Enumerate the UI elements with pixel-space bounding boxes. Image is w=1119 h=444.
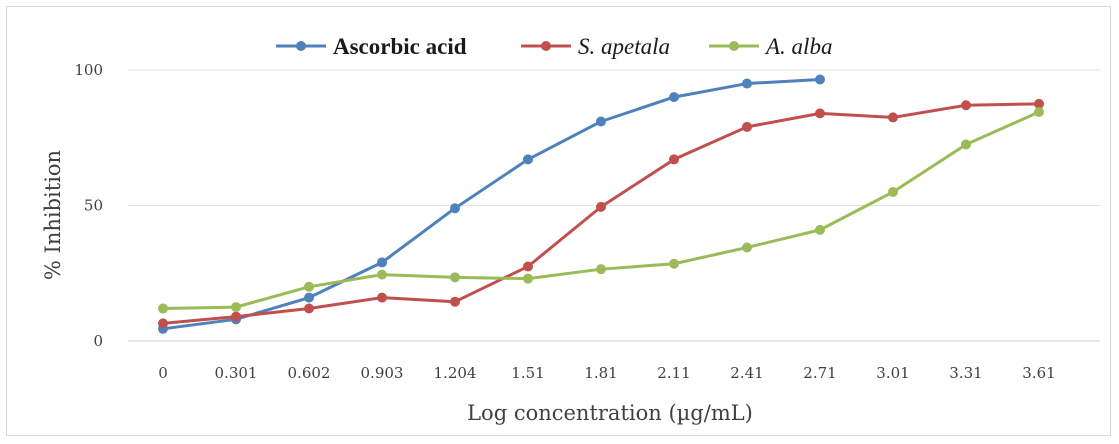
legend-item-0: Ascorbic acid	[276, 34, 467, 59]
data-point	[523, 261, 533, 272]
legend-swatch-marker	[729, 41, 739, 51]
data-point	[158, 318, 168, 329]
data-point	[450, 272, 460, 283]
y-tick-label: 0	[93, 332, 103, 350]
chart-frame	[6, 6, 1111, 436]
data-point	[961, 139, 971, 150]
x-axis-title: Log concentration (µg/mL)	[467, 401, 753, 425]
data-point	[596, 201, 606, 212]
x-tick-label: 3.31	[949, 364, 982, 382]
x-tick-label: 2.71	[803, 364, 836, 382]
data-point	[1034, 107, 1044, 118]
legend-swatch-marker	[541, 41, 551, 51]
data-point	[304, 303, 314, 314]
y-axis-title: % Inhibition	[41, 150, 65, 280]
data-point	[523, 154, 533, 165]
data-point	[669, 258, 679, 269]
data-point	[450, 203, 460, 214]
legend-swatch-marker	[296, 41, 306, 51]
legend-item-1: S. apetala	[521, 34, 670, 59]
legend-item-2: A. alba	[709, 34, 832, 59]
data-point	[888, 186, 898, 197]
data-point	[815, 224, 825, 235]
data-point	[231, 302, 241, 313]
x-tick-label: 2.41	[730, 364, 763, 382]
data-point	[742, 242, 752, 253]
x-tick-label: 1.51	[511, 364, 544, 382]
data-point	[669, 92, 679, 103]
data-point	[304, 292, 314, 303]
series-points	[158, 74, 1044, 334]
x-tick-label: 0.602	[288, 364, 331, 382]
data-point	[742, 121, 752, 132]
gridlines	[128, 69, 1100, 342]
data-point	[377, 269, 387, 280]
data-point	[450, 296, 460, 307]
y-tick-label: 100	[74, 61, 103, 79]
data-point	[596, 116, 606, 127]
x-tick-label: 3.01	[876, 364, 909, 382]
data-point	[231, 311, 241, 322]
data-point	[669, 154, 679, 165]
x-tick-label: 0	[158, 364, 168, 382]
data-point	[377, 257, 387, 268]
x-tick-labels: 0 0.301 0.602 0.903 1.204 1.51 1.81 2.11 2.41 2.7…	[158, 364, 1055, 382]
data-point	[961, 100, 971, 111]
series-line-0	[161, 77, 822, 331]
data-point	[742, 78, 752, 89]
legend-label: Ascorbic acid	[333, 34, 467, 59]
x-tick-label: 0.903	[361, 364, 404, 382]
legend-label: S. apetala	[578, 34, 670, 59]
data-point	[304, 281, 314, 292]
x-tick-label: 2.11	[657, 364, 690, 382]
legend-label: A. alba	[764, 34, 832, 59]
data-point	[815, 108, 825, 119]
data-point	[815, 74, 825, 85]
x-tick-label: 1.204	[434, 364, 477, 382]
legend: Ascorbic acid S. apetala A. alba	[276, 34, 832, 59]
data-point	[888, 112, 898, 123]
data-point	[523, 273, 533, 284]
x-tick-label: 1.81	[584, 364, 617, 382]
data-point	[596, 264, 606, 275]
data-point	[377, 292, 387, 303]
y-tick-labels: 0 50 100	[74, 61, 103, 350]
data-point	[158, 303, 168, 314]
x-tick-label: 3.61	[1022, 364, 1055, 382]
x-tick-label: 0.301	[215, 364, 258, 382]
y-tick-label: 50	[84, 197, 103, 215]
data-point	[1034, 98, 1044, 109]
